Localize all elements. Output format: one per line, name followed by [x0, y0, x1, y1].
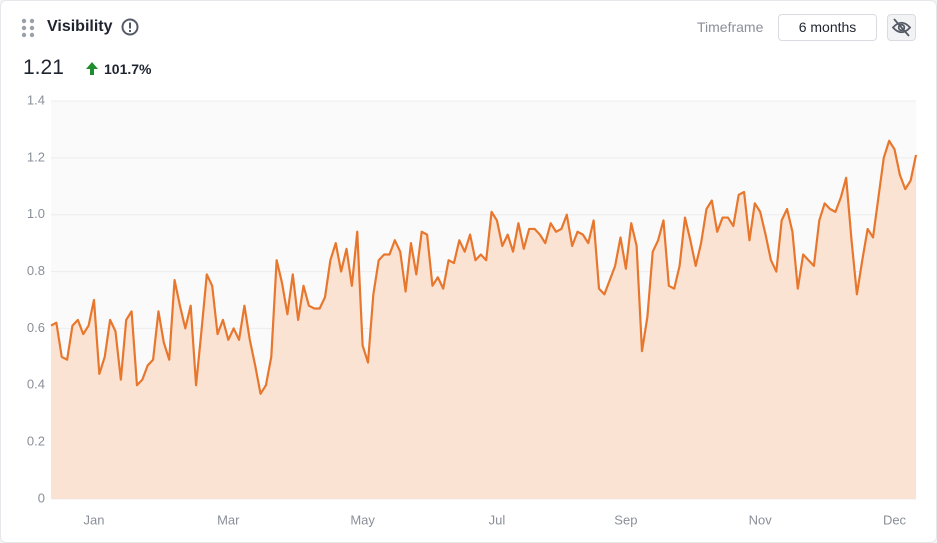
y-tick-label: 1.2 [27, 149, 45, 164]
timeframe-select[interactable]: 6 months [778, 14, 877, 41]
x-tick-label: May [350, 512, 375, 527]
x-tick-label: Jan [83, 512, 104, 527]
y-tick-label: 0 [38, 490, 45, 505]
x-tick-label: Nov [749, 512, 773, 527]
area-fill [51, 140, 916, 500]
drag-handle[interactable] [21, 18, 35, 38]
up-arrow [86, 62, 98, 75]
y-tick-label: 0.2 [27, 434, 45, 449]
hide-button[interactable] [887, 14, 916, 41]
timeframe-label: Timeframe [697, 19, 764, 35]
info-icon[interactable] [121, 18, 139, 36]
y-tick-label: 1.4 [27, 92, 45, 107]
line [50, 139, 918, 395]
y-tick-label: 0.4 [27, 377, 45, 392]
y-tick-label: 0.8 [27, 263, 45, 278]
x-tick-label: Dec [883, 512, 907, 527]
widget-title: Visibility [47, 18, 113, 35]
x-tick-label: Mar [217, 512, 240, 527]
x-tick-label: Jul [489, 512, 506, 527]
change-value: 101.7% [104, 61, 152, 77]
y-tick-label: 0.6 [27, 320, 45, 335]
eye-off-icon [891, 18, 912, 37]
current-value: 1.21 [23, 56, 64, 79]
x-tick-label: Sep [614, 512, 637, 527]
y-tick-label: 1.0 [27, 206, 45, 221]
